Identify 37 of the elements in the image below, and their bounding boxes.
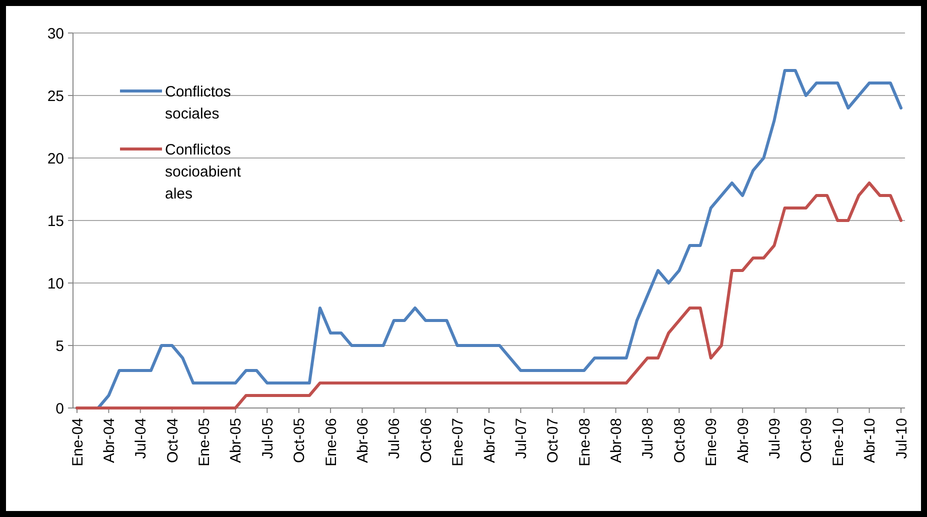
- x-tick-label: Oct-04: [164, 418, 182, 464]
- x-tick-label: Jul-10: [893, 418, 910, 459]
- y-tick-label: 5: [56, 338, 64, 355]
- x-tick-label: Ene-10: [830, 418, 847, 466]
- y-tick-label: 20: [47, 150, 64, 168]
- y-tick-label: 25: [47, 88, 64, 105]
- x-tick-label: Oct-07: [544, 418, 562, 464]
- x-tick-label: Ene-08: [576, 418, 594, 466]
- y-tick-label: 0: [56, 400, 64, 418]
- x-tick-label: Jul-07: [512, 418, 530, 459]
- x-tick-label: Oct-06: [418, 418, 435, 464]
- line-series: [76, 182, 902, 410]
- x-tick-label: Abr-07: [481, 418, 498, 464]
- y-tick-label: 10: [47, 275, 64, 292]
- x-tick-label: Abr-08: [608, 418, 626, 464]
- x-tick-label: Ene-07: [450, 418, 467, 466]
- x-tick-label: Oct-09: [798, 418, 816, 464]
- x-tick-label: Jul-08: [640, 418, 657, 459]
- x-tick-label: Abr-10: [862, 418, 879, 464]
- x-tick-label: Abr-09: [734, 418, 752, 464]
- y-tick-label: 15: [47, 212, 64, 230]
- x-tick-label: Jul-09: [766, 418, 784, 459]
- x-tick-label: Jul-04: [132, 418, 150, 459]
- legend-label: Conflictos sociales: [165, 83, 231, 122]
- x-tick-label: Oct-08: [671, 418, 688, 464]
- x-tick-label: Jul-06: [386, 418, 404, 459]
- x-tick-label: Jul-05: [259, 418, 276, 459]
- x-tick-label: Ene-05: [196, 418, 214, 466]
- x-tick-label: Ene-09: [703, 418, 720, 466]
- x-tick-label: Abr-06: [354, 418, 372, 464]
- x-tick-label: Abr-05: [228, 418, 245, 464]
- x-tick-label: Ene-04: [69, 418, 86, 466]
- x-tick-label: Oct-05: [291, 418, 308, 464]
- legend-label: Conflictos socioabientales: [165, 141, 242, 202]
- x-tick-label: Abr-04: [100, 418, 118, 464]
- y-tick-label: 30: [47, 25, 64, 42]
- x-tick-label: Ene-06: [322, 418, 340, 466]
